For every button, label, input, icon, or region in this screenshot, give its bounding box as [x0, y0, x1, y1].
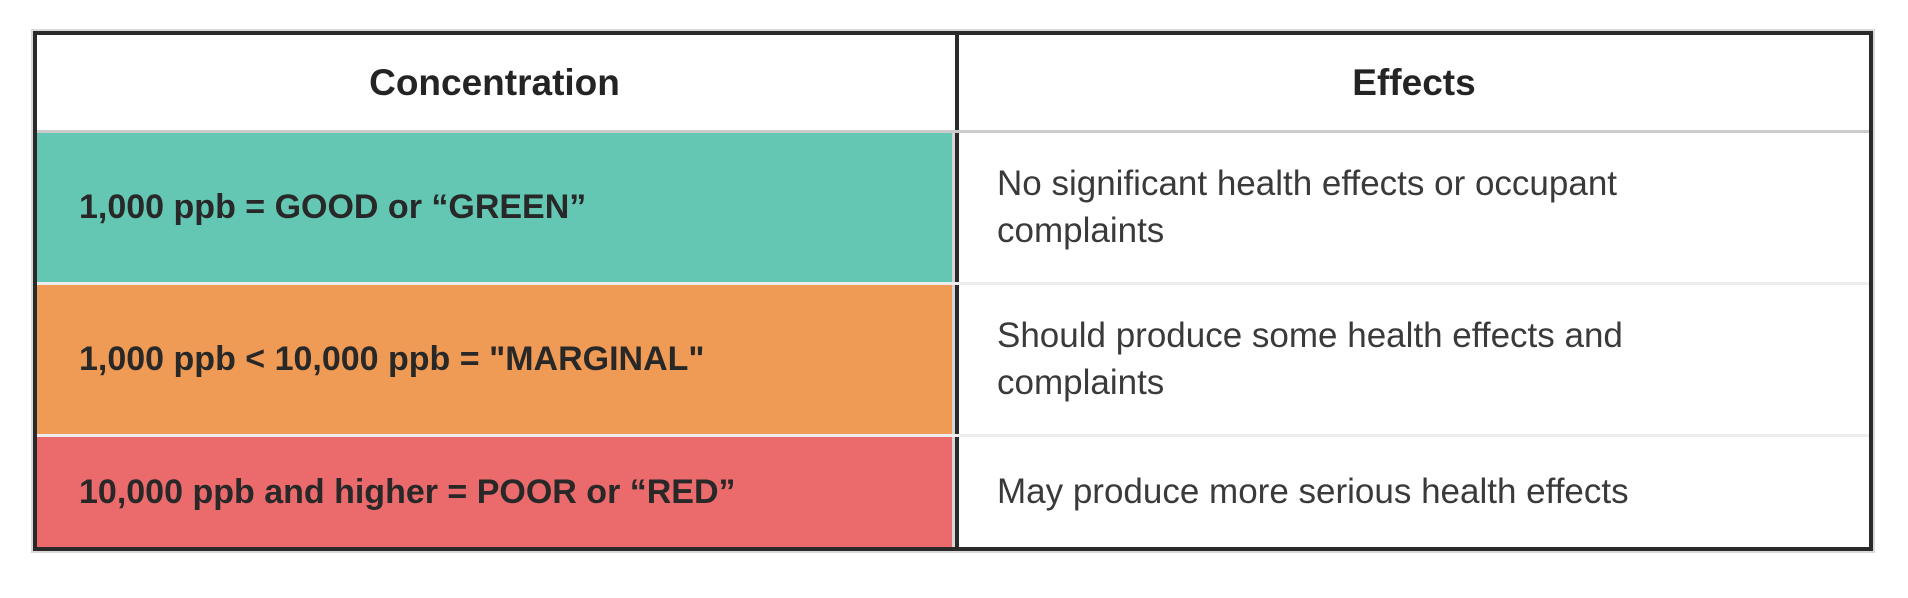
effects-text-poor: May produce more serious health effects	[997, 471, 1629, 511]
effects-text-good: No significant health effects or occupan…	[997, 164, 1618, 250]
effects-cell-poor: May produce more serious health effects	[955, 437, 1869, 547]
concentration-text-poor: 10,000 ppb and higher = POOR or “RED”	[79, 472, 736, 511]
table-row-marginal: 1,000 ppb < 10,000 ppb = "MARGINAL" Shou…	[37, 285, 1869, 437]
header-label-effects: Effects	[1352, 61, 1476, 103]
effects-text-marginal: Should produce some health effects and c…	[997, 316, 1623, 402]
concentration-effects-table: Concentration Effects 1,000 ppb = GOOD o…	[31, 29, 1875, 553]
table-header-row: Concentration Effects	[37, 35, 1869, 133]
concentration-cell-good: 1,000 ppb = GOOD or “GREEN”	[37, 133, 955, 282]
concentration-text-good: 1,000 ppb = GOOD or “GREEN”	[79, 188, 587, 227]
header-cell-effects: Effects	[955, 35, 1869, 130]
table-row-poor: 10,000 ppb and higher = POOR or “RED” Ma…	[37, 437, 1869, 547]
concentration-cell-poor: 10,000 ppb and higher = POOR or “RED”	[37, 437, 955, 547]
table-row-good: 1,000 ppb = GOOD or “GREEN” No significa…	[37, 133, 1869, 285]
effects-cell-good: No significant health effects or occupan…	[955, 133, 1869, 282]
concentration-text-marginal: 1,000 ppb < 10,000 ppb = "MARGINAL"	[79, 340, 705, 379]
header-label-concentration: Concentration	[369, 61, 620, 103]
effects-cell-marginal: Should produce some health effects and c…	[955, 285, 1869, 434]
header-cell-concentration: Concentration	[37, 35, 955, 130]
concentration-cell-marginal: 1,000 ppb < 10,000 ppb = "MARGINAL"	[37, 285, 955, 434]
